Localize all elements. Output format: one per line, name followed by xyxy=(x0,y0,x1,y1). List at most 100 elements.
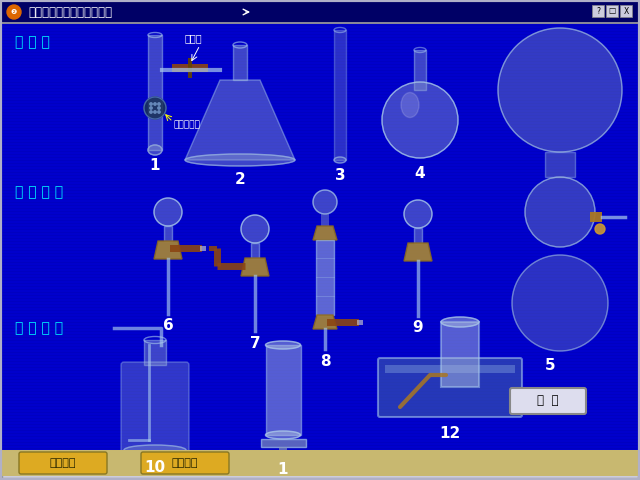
FancyBboxPatch shape xyxy=(170,245,202,252)
FancyBboxPatch shape xyxy=(2,247,638,248)
FancyBboxPatch shape xyxy=(2,340,638,341)
FancyBboxPatch shape xyxy=(2,361,638,362)
FancyBboxPatch shape xyxy=(2,328,638,329)
FancyBboxPatch shape xyxy=(2,334,638,335)
FancyBboxPatch shape xyxy=(233,45,247,80)
FancyBboxPatch shape xyxy=(2,229,638,230)
FancyBboxPatch shape xyxy=(2,319,638,320)
FancyBboxPatch shape xyxy=(2,325,638,326)
FancyBboxPatch shape xyxy=(2,49,638,50)
FancyBboxPatch shape xyxy=(2,277,638,278)
FancyBboxPatch shape xyxy=(2,397,638,398)
FancyBboxPatch shape xyxy=(2,148,638,149)
FancyBboxPatch shape xyxy=(2,274,638,275)
Text: 5: 5 xyxy=(545,359,556,373)
Text: 9: 9 xyxy=(413,321,423,336)
Circle shape xyxy=(7,5,21,19)
FancyBboxPatch shape xyxy=(2,145,638,146)
Text: 4: 4 xyxy=(415,166,426,180)
FancyBboxPatch shape xyxy=(2,166,638,167)
FancyBboxPatch shape xyxy=(2,37,638,38)
FancyBboxPatch shape xyxy=(200,246,206,251)
FancyBboxPatch shape xyxy=(414,50,426,90)
FancyBboxPatch shape xyxy=(2,199,638,200)
Text: 确  定: 确 定 xyxy=(537,395,559,408)
FancyBboxPatch shape xyxy=(414,228,422,243)
FancyBboxPatch shape xyxy=(2,82,638,83)
FancyBboxPatch shape xyxy=(2,124,638,125)
FancyBboxPatch shape xyxy=(2,418,638,419)
FancyBboxPatch shape xyxy=(2,253,638,254)
FancyBboxPatch shape xyxy=(265,457,301,462)
FancyBboxPatch shape xyxy=(2,40,638,41)
FancyBboxPatch shape xyxy=(2,211,638,212)
FancyBboxPatch shape xyxy=(2,343,638,344)
FancyBboxPatch shape xyxy=(2,91,638,92)
Text: 仪器组合: 仪器组合 xyxy=(50,458,76,468)
FancyBboxPatch shape xyxy=(2,415,638,416)
FancyBboxPatch shape xyxy=(2,58,638,59)
FancyBboxPatch shape xyxy=(2,100,638,101)
Ellipse shape xyxy=(148,145,162,155)
Circle shape xyxy=(241,215,269,243)
FancyBboxPatch shape xyxy=(327,319,359,326)
Text: 6: 6 xyxy=(163,319,173,334)
FancyBboxPatch shape xyxy=(2,280,638,281)
Circle shape xyxy=(404,200,432,228)
FancyBboxPatch shape xyxy=(2,127,638,128)
Circle shape xyxy=(158,103,160,105)
FancyBboxPatch shape xyxy=(2,73,638,74)
FancyBboxPatch shape xyxy=(19,452,107,474)
FancyBboxPatch shape xyxy=(209,246,217,251)
FancyBboxPatch shape xyxy=(620,5,632,17)
FancyBboxPatch shape xyxy=(2,208,638,209)
FancyBboxPatch shape xyxy=(378,358,522,417)
FancyBboxPatch shape xyxy=(2,439,638,440)
FancyBboxPatch shape xyxy=(2,391,638,392)
FancyBboxPatch shape xyxy=(2,184,638,185)
FancyBboxPatch shape xyxy=(334,30,346,160)
FancyBboxPatch shape xyxy=(2,310,638,311)
FancyBboxPatch shape xyxy=(2,2,638,22)
FancyBboxPatch shape xyxy=(2,88,638,89)
FancyBboxPatch shape xyxy=(2,223,638,224)
FancyBboxPatch shape xyxy=(2,220,638,221)
FancyBboxPatch shape xyxy=(2,202,638,203)
FancyBboxPatch shape xyxy=(2,298,638,299)
FancyBboxPatch shape xyxy=(2,409,638,410)
FancyBboxPatch shape xyxy=(2,313,638,314)
Polygon shape xyxy=(313,226,337,240)
Text: 2: 2 xyxy=(235,172,245,188)
Circle shape xyxy=(158,107,160,109)
FancyBboxPatch shape xyxy=(2,292,638,293)
FancyBboxPatch shape xyxy=(2,241,638,242)
FancyBboxPatch shape xyxy=(164,226,172,241)
Text: 1: 1 xyxy=(278,461,288,477)
FancyBboxPatch shape xyxy=(2,427,638,428)
FancyBboxPatch shape xyxy=(2,406,638,407)
FancyBboxPatch shape xyxy=(2,433,638,434)
FancyBboxPatch shape xyxy=(2,271,638,272)
Polygon shape xyxy=(154,241,182,259)
Polygon shape xyxy=(241,258,269,276)
FancyBboxPatch shape xyxy=(2,121,638,122)
FancyBboxPatch shape xyxy=(2,115,638,116)
Circle shape xyxy=(382,82,458,158)
FancyBboxPatch shape xyxy=(2,55,638,56)
FancyBboxPatch shape xyxy=(2,46,638,47)
FancyBboxPatch shape xyxy=(2,178,638,179)
FancyBboxPatch shape xyxy=(2,322,638,323)
Text: 12: 12 xyxy=(440,425,461,441)
FancyBboxPatch shape xyxy=(2,97,638,98)
FancyBboxPatch shape xyxy=(2,430,638,431)
Text: 参考方案: 参考方案 xyxy=(172,458,198,468)
FancyBboxPatch shape xyxy=(2,289,638,290)
FancyBboxPatch shape xyxy=(2,61,638,62)
FancyBboxPatch shape xyxy=(144,340,166,365)
FancyBboxPatch shape xyxy=(2,421,638,422)
FancyBboxPatch shape xyxy=(148,35,162,150)
Text: X: X xyxy=(623,7,628,15)
Circle shape xyxy=(525,177,595,247)
FancyBboxPatch shape xyxy=(2,154,638,155)
FancyBboxPatch shape xyxy=(121,362,189,453)
